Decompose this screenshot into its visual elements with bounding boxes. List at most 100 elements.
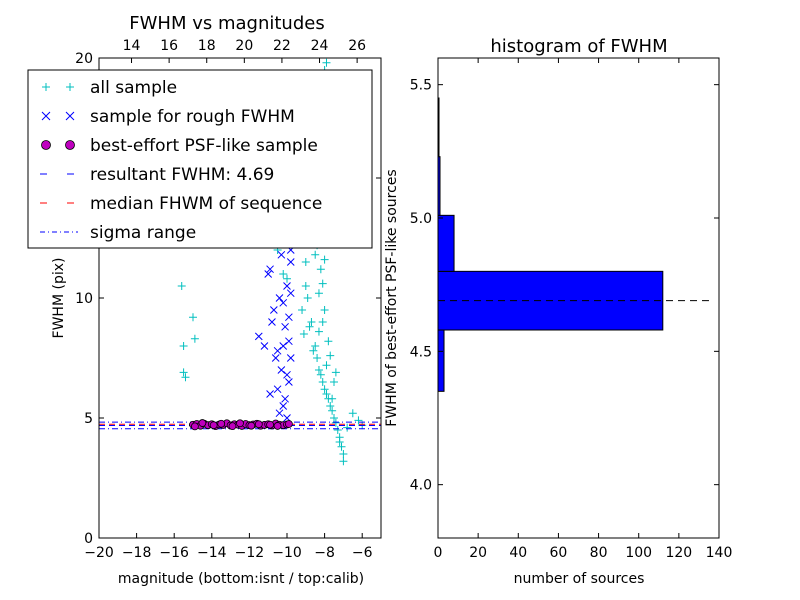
all-sample-point xyxy=(318,279,327,288)
top-x-tick-label: 24 xyxy=(311,38,329,54)
all-sample-point xyxy=(279,270,288,278)
x-tick-label: 40 xyxy=(509,545,527,561)
rough-sample-point xyxy=(277,366,286,374)
rough-sample-point xyxy=(260,342,269,350)
all-sample-point xyxy=(343,423,352,432)
scatter-x-label: magnitude (bottom:isnt / top:calib) xyxy=(118,571,364,587)
rough-sample-point xyxy=(279,402,288,410)
rough-sample-point xyxy=(283,370,291,379)
y-tick-label: 5 xyxy=(84,411,93,427)
legend-circle-marker xyxy=(65,140,75,150)
x-tick-label: 0 xyxy=(434,545,443,561)
psf-sample-point xyxy=(266,420,274,429)
rough-sample-point xyxy=(269,306,278,314)
all-sample-point xyxy=(298,306,307,314)
y-tick-label: 20 xyxy=(75,51,93,67)
top-x-tick-label: 16 xyxy=(160,38,178,54)
histogram-bar xyxy=(438,214,455,272)
all-sample-point xyxy=(189,313,197,322)
all-sample-point xyxy=(333,426,342,434)
legend-circle-marker xyxy=(41,140,51,150)
rough-sample-point xyxy=(279,342,288,350)
legend-plus-marker xyxy=(66,83,74,91)
all-sample-point xyxy=(181,373,190,382)
all-sample-point xyxy=(330,414,338,422)
x-tick-label: −18 xyxy=(122,545,152,561)
histogram-title: histogram of FWHM xyxy=(490,36,667,57)
all-sample-point xyxy=(335,438,344,446)
x-tick-label: −16 xyxy=(159,545,189,561)
all-sample-point xyxy=(320,385,329,394)
all-sample-point xyxy=(177,282,186,290)
rough-sample-point xyxy=(273,385,282,394)
rough-sample-point xyxy=(254,332,263,341)
x-tick-label: 120 xyxy=(665,545,692,561)
rough-sample-point xyxy=(283,282,291,290)
all-sample-point xyxy=(348,409,357,418)
all-sample-point xyxy=(311,342,320,350)
rough-sample-point xyxy=(285,378,293,386)
all-sample-point xyxy=(324,337,333,346)
rough-sample-point xyxy=(266,265,274,274)
rough-sample-point xyxy=(273,346,282,355)
x-tick-label: 60 xyxy=(550,545,568,561)
x-tick-label: 140 xyxy=(706,545,733,561)
legend-box xyxy=(27,69,373,249)
legend-plus-marker xyxy=(42,83,50,91)
all-sample-point xyxy=(354,416,363,425)
rough-sample-point xyxy=(285,313,293,322)
top-x-tick-label: 18 xyxy=(198,38,216,54)
all-sample-point xyxy=(313,354,322,362)
psf-sample-point xyxy=(217,419,226,428)
rough-sample-point xyxy=(275,294,284,302)
all-sample-point xyxy=(307,318,316,326)
all-sample-point xyxy=(314,289,323,298)
scatter-title: FWHM vs magnitudes xyxy=(129,13,324,34)
legend-label: sigma range xyxy=(90,223,196,243)
top-x-tick-label: 26 xyxy=(348,38,366,54)
all-sample-point xyxy=(328,394,337,403)
rough-sample-point xyxy=(271,354,280,362)
rough-sample-point xyxy=(286,354,295,362)
y-tick-label: 5.5 xyxy=(410,78,432,94)
all-sample-point xyxy=(337,442,346,451)
psf-sample-point xyxy=(228,422,237,431)
all-sample-point xyxy=(331,368,340,377)
all-sample-point xyxy=(316,265,325,274)
legend-label: resultant FWHM: 4.69 xyxy=(90,165,274,185)
psf-sample-point xyxy=(254,420,263,429)
all-sample-point xyxy=(314,366,323,374)
legend-label: all sample xyxy=(90,78,177,98)
x-tick-label: 20 xyxy=(469,545,487,561)
y-tick-label: 0 xyxy=(84,531,93,547)
rough-sample-point xyxy=(279,298,288,307)
y-tick-label: 10 xyxy=(75,291,93,307)
x-tick-label: 100 xyxy=(625,545,652,561)
all-sample-point xyxy=(330,378,338,386)
x-tick-label: −6 xyxy=(352,545,373,561)
all-sample-point xyxy=(322,58,331,67)
histogram-panel: histogram of FWHM 0 20 40 60 80 100 120 140 4.0 4… xyxy=(384,36,732,587)
psf-sample-point xyxy=(247,421,256,430)
rough-sample-point xyxy=(275,409,284,418)
rough-sample-point xyxy=(286,289,295,298)
all-sample-point xyxy=(314,327,323,336)
top-x-tick-label: 14 xyxy=(123,38,141,54)
legend-x-marker xyxy=(65,111,75,121)
rough-sample-point xyxy=(281,394,289,403)
histogram-axes: 0 20 40 60 80 100 120 140 4.0 4.5 5.0 5.5 xyxy=(410,58,733,561)
scatter-y-label: FWHM (pix) xyxy=(51,258,67,339)
all-sample-point xyxy=(320,306,329,314)
all-sample-point xyxy=(320,255,329,264)
all-sample-point xyxy=(311,250,320,259)
all-sample-point xyxy=(328,406,337,415)
all-sample-point xyxy=(318,318,327,326)
top-x-tick-label: 22 xyxy=(273,38,291,54)
rough-sample-point xyxy=(277,250,286,259)
all-sample-point xyxy=(301,258,310,266)
all-sample-point xyxy=(339,457,348,466)
all-sample-point xyxy=(322,361,331,370)
psf-sample-point xyxy=(190,422,199,431)
all-sample-point xyxy=(303,294,312,302)
all-sample-point xyxy=(322,390,331,398)
